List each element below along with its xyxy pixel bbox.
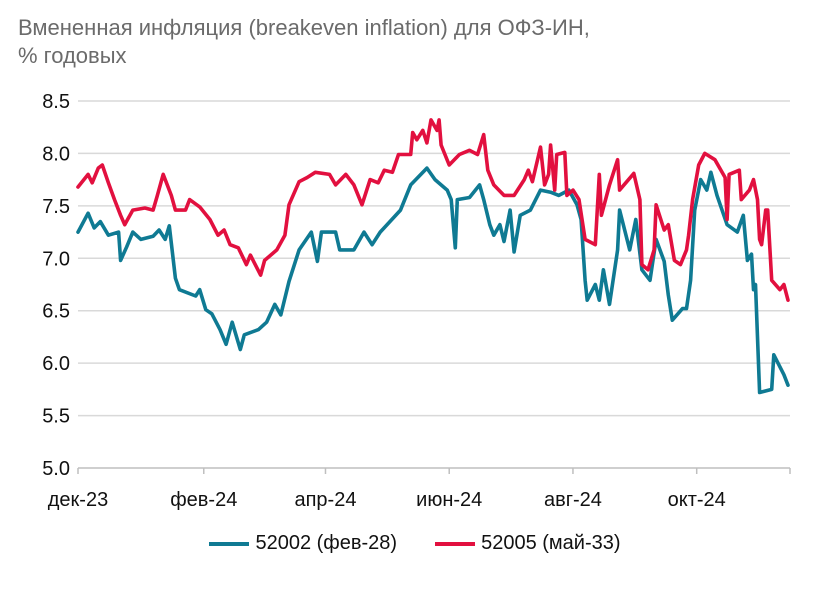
series-line-52005: [76, 118, 790, 303]
y-axis-ticks: 5.0 5.5 6.0 6.5 7.0 7.5 8.0 8.5: [42, 91, 70, 480]
y-tick-label: 6.5: [42, 301, 70, 323]
x-tick-label: июн-24: [416, 489, 482, 511]
x-tick-label: дек-23: [48, 489, 108, 511]
x-axis: дек-23 фев-24 апр-24 июн-24 авг-24 окт-24: [48, 467, 791, 511]
x-tick-label: авг-24: [544, 489, 602, 511]
x-tick-label: окт-24: [668, 489, 726, 511]
y-tick-label: 5.0: [42, 458, 70, 480]
x-tick-label: фев-24: [170, 489, 237, 511]
legend-swatch-52002: [209, 541, 250, 546]
legend-label-52005: 52005 (май-33): [481, 532, 621, 554]
y-tick-label: 5.5: [42, 406, 70, 428]
chart-subtitle: % годовых: [18, 43, 127, 68]
legend-swatch-52005: [435, 541, 476, 546]
series-line-52002: [76, 166, 790, 395]
chart-title: Вмененная инфляция (breakeven inflation)…: [18, 14, 590, 70]
y-tick-label: 8.0: [42, 143, 70, 165]
legend-item-52002: 52002 (фев-28): [209, 532, 397, 555]
legend-item-52005: 52005 (май-33): [435, 532, 621, 555]
chart-title-line: Вмененная инфляция (breakeven inflation)…: [18, 15, 590, 40]
legend-label-52002: 52002 (фев-28): [255, 532, 398, 554]
y-tick-label: 7.0: [42, 248, 70, 270]
legend: 52002 (фев-28) 52005 (май-33): [0, 532, 830, 555]
y-tick-label: 8.5: [42, 91, 70, 113]
y-tick-label: 7.5: [42, 196, 70, 218]
y-tick-label: 6.0: [42, 353, 70, 375]
x-tick-label: апр-24: [294, 489, 356, 511]
series-lines: [76, 118, 790, 395]
